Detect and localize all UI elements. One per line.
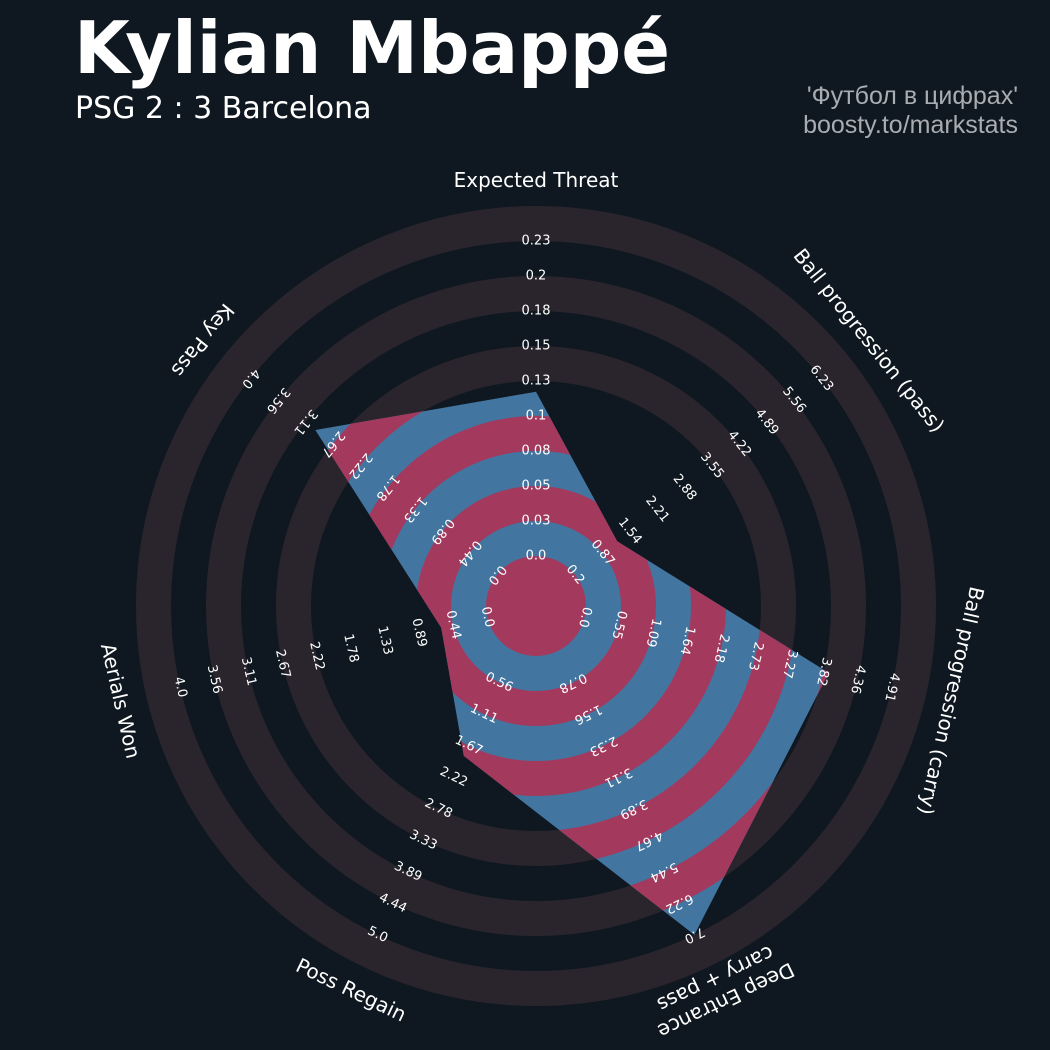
credit-line-1: 'Футбол в цифрах' — [806, 82, 1018, 110]
tick-label: 0.13 — [522, 374, 551, 389]
tick-label: 0.03 — [522, 514, 551, 529]
param-label-line: Expected Threat — [454, 168, 619, 192]
tick-label: 0.1 — [526, 409, 547, 424]
tick-label: 1.64 — [677, 625, 698, 657]
param-label: Expected Threat — [454, 168, 619, 192]
tick-label: 0.05 — [522, 479, 551, 494]
tick-label: 0.55 — [608, 609, 629, 641]
tick-label: 3.27 — [779, 648, 800, 680]
tick-label: 2.21 — [642, 493, 672, 525]
tick-label: 2.22 — [437, 764, 470, 790]
tick-label: 0.0 — [478, 605, 497, 629]
tick-label: 2.18 — [711, 633, 732, 665]
tick-label: 0.0 — [575, 605, 594, 629]
tick-label: 4.36 — [847, 664, 868, 696]
tick-label: 0.44 — [443, 609, 464, 641]
tick-label: 1.09 — [642, 617, 663, 649]
tick-label: 3.56 — [204, 664, 225, 696]
background-ring-2 — [206, 276, 866, 936]
tick-label: 3.11 — [238, 656, 259, 688]
player-band-center — [486, 556, 586, 656]
tick-label: 0.0 — [526, 549, 547, 564]
tick-label: 0.18 — [522, 304, 551, 319]
tick-label: 2.67 — [272, 648, 293, 680]
tick-label: 2.73 — [745, 640, 766, 672]
tick-label: 1.78 — [340, 633, 361, 665]
player-band-1 — [416, 486, 656, 726]
match-subtitle: PSG 2 : 3 Barcelona — [75, 91, 372, 126]
tick-label: 1.54 — [615, 515, 645, 547]
tick-label: 4.91 — [881, 671, 902, 703]
tick-label: 3.82 — [813, 656, 834, 688]
tick-label: 0.08 — [522, 444, 551, 459]
player-name-title: Kylian Mbappé — [74, 6, 671, 90]
tick-label: 0.2 — [526, 269, 547, 284]
background-rings — [136, 206, 936, 1006]
credit-block: 'Футбол в цифрах' boosty.to/markstats — [803, 82, 1018, 140]
tick-label: 4.0 — [171, 675, 190, 699]
credit-line-2: boosty.to/markstats — [803, 110, 1018, 139]
tick-label: 0.89 — [408, 617, 429, 649]
tick-label: 2.88 — [670, 472, 700, 504]
tick-label: 0.23 — [522, 234, 551, 249]
tick-label: 1.33 — [374, 625, 395, 657]
background-ring-1 — [276, 346, 796, 866]
tick-label: 2.22 — [306, 640, 327, 672]
tick-label: 0.15 — [522, 339, 551, 354]
param-label-line: Aerials Won — [96, 641, 146, 761]
param-label: Aerials Won — [96, 641, 146, 761]
background-ring-3 — [136, 206, 936, 1006]
